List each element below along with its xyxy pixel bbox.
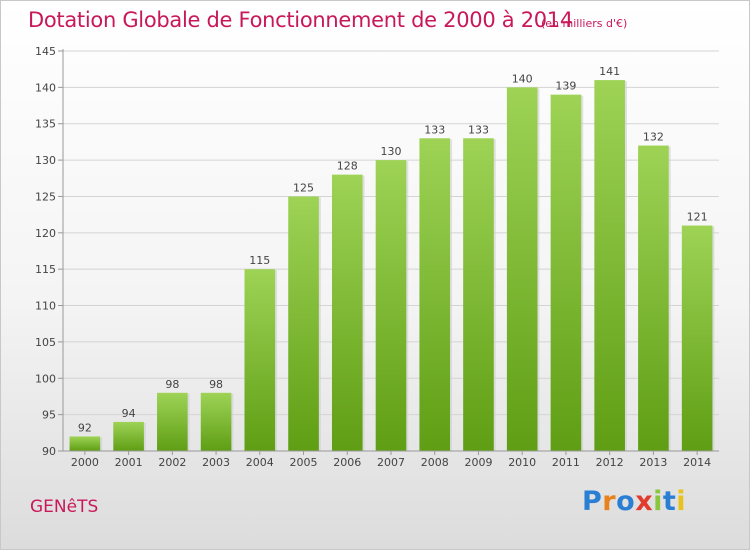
- bar-2011: [550, 94, 582, 452]
- logo-letter: r: [602, 486, 617, 517]
- value-label-2000: 92: [78, 421, 92, 434]
- value-label-2014: 121: [687, 211, 708, 224]
- y-tick-label: 90: [42, 445, 56, 458]
- bar-2008: [419, 138, 451, 452]
- bar-2002: [157, 392, 188, 451]
- y-tick-label: 130: [35, 154, 56, 167]
- logo-letter: i: [653, 486, 663, 517]
- y-tick-label: 110: [35, 300, 56, 313]
- value-label-2008: 133: [424, 123, 445, 136]
- bar-2005: [288, 196, 319, 451]
- x-tick-label-2008: 2008: [421, 456, 449, 469]
- y-tick-label: 105: [35, 336, 56, 349]
- y-tick-label: 95: [42, 409, 56, 422]
- logo-letter: i: [676, 486, 687, 517]
- x-tick-label-2011: 2011: [552, 456, 580, 469]
- x-tick-label-2005: 2005: [290, 456, 318, 469]
- town-name: GENêTS: [30, 497, 99, 517]
- y-tick-label: 145: [35, 45, 56, 58]
- bar-2007: [375, 160, 407, 451]
- value-label-2002: 98: [165, 378, 179, 391]
- x-tick-label-2013: 2013: [639, 456, 667, 469]
- value-label-2001: 94: [122, 407, 136, 420]
- logo-letter: o: [616, 486, 636, 517]
- bar-2000: [69, 436, 101, 451]
- value-label-2005: 125: [293, 181, 314, 194]
- x-tick-label-2010: 2010: [508, 456, 536, 469]
- y-tick-label: 100: [35, 372, 56, 385]
- x-tick-label-2006: 2006: [333, 456, 361, 469]
- value-label-2007: 130: [381, 145, 402, 158]
- x-tick-label-2014: 2014: [683, 456, 711, 469]
- y-tick-label: 140: [35, 81, 56, 94]
- bar-2013: [638, 145, 669, 451]
- bar-2004: [244, 269, 276, 451]
- x-tick-label-2000: 2000: [71, 456, 99, 469]
- x-tick-label-2004: 2004: [246, 456, 274, 469]
- bar-2009: [463, 138, 494, 452]
- bars: [69, 80, 715, 452]
- bar-2006: [331, 174, 363, 452]
- axes: [58, 49, 719, 455]
- chart-title: Dotation Globale de Fonctionnement de 20…: [28, 8, 573, 32]
- x-tick-label-2002: 2002: [158, 456, 186, 469]
- y-tick-label: 135: [35, 118, 56, 131]
- bar-2010: [506, 87, 538, 451]
- value-label-2012: 141: [599, 65, 620, 78]
- value-label-2004: 115: [249, 254, 270, 267]
- y-tick-label: 120: [35, 227, 56, 240]
- x-tick-label-2001: 2001: [115, 456, 143, 469]
- y-tick-label: 115: [35, 263, 56, 276]
- logo-letter: x: [635, 486, 654, 517]
- y-tick-label: 125: [35, 190, 56, 203]
- x-tick-label-2012: 2012: [596, 456, 624, 469]
- value-label-2013: 132: [643, 131, 664, 144]
- bar-2003: [200, 392, 232, 451]
- value-label-2011: 139: [555, 80, 576, 93]
- value-label-2003: 98: [209, 378, 223, 391]
- labels: 90 95 100 105 110 115 120 125 130 135 140 145 92 2000…: [35, 45, 711, 469]
- value-label-2009: 133: [468, 123, 489, 136]
- logo-letter: t: [662, 486, 677, 517]
- bar-2014: [681, 225, 713, 451]
- x-tick-label-2009: 2009: [464, 456, 492, 469]
- logo-letter: P: [582, 486, 603, 517]
- proxiti-logo[interactable]: Proxiti: [582, 486, 686, 517]
- value-label-2006: 128: [337, 160, 358, 173]
- x-tick-label-2007: 2007: [377, 456, 405, 469]
- chart-unit-note: (en milliers d'€): [541, 17, 628, 30]
- bar-2001: [113, 421, 144, 451]
- value-label-2010: 140: [512, 72, 533, 85]
- bar-2012: [594, 80, 625, 451]
- x-tick-label-2003: 2003: [202, 456, 230, 469]
